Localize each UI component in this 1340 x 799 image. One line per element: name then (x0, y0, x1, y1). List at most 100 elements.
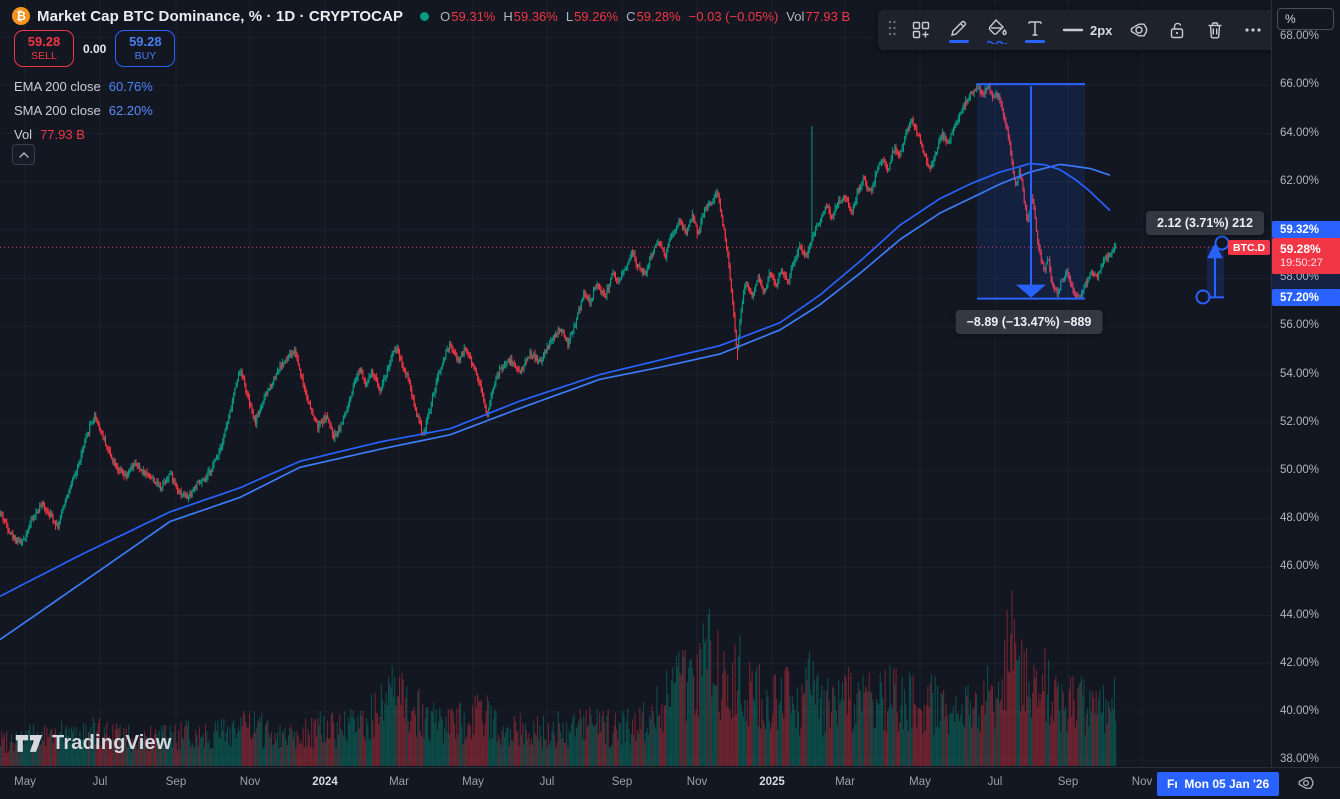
time-tick-label: May (462, 776, 484, 788)
price-tick-label: 64.00% (1280, 126, 1320, 139)
tradingview-logo[interactable]: TradingView (14, 729, 172, 757)
chart-title[interactable]: Market Cap BTC Dominance, % · 1D · CRYPT… (37, 7, 404, 25)
price-tick-label: 58.00% (1280, 271, 1320, 284)
market-open-dot-icon (420, 11, 430, 21)
time-tick-label: Nov (239, 776, 261, 788)
paint-bucket-icon (988, 18, 1007, 35)
template-button[interactable] (904, 13, 938, 47)
time-tick-label: 2025 (759, 776, 785, 788)
last-price-value: 59.28% (1280, 241, 1321, 256)
fill-color-button[interactable] (980, 13, 1014, 47)
time-tick-label: Mar (389, 776, 409, 788)
text-icon (1028, 21, 1042, 36)
collapse-legend-button[interactable] (12, 144, 35, 165)
tradingview-mark-icon (15, 735, 43, 752)
ema-value: 60.76% (108, 78, 153, 94)
time-tick-label: May (909, 776, 931, 788)
lock-button[interactable] (1160, 13, 1194, 47)
price-tick-label: 56.00% (1280, 319, 1320, 332)
time-tick-label: Sep (611, 776, 633, 788)
price-tick-label: 50.00% (1280, 463, 1320, 476)
sma-indicator-row[interactable]: SMA 200 close 62.20% (14, 98, 153, 122)
time-tick-label: May (14, 776, 36, 788)
ohlc-pair: H 59.36% (503, 8, 558, 24)
ohlc-pair: C 59.28% (626, 8, 681, 24)
price-axis[interactable]: 38.00% 40.00% 42.00% 44.00% 46.00% 48.00% 50.0… (1271, 0, 1340, 767)
price-range-measure-label: −8.89 (−13.47%) −889 (955, 310, 1103, 334)
line-width-value: 2px (1090, 22, 1113, 38)
ema-indicator-row[interactable]: EMA 200 close 60.76% (14, 74, 153, 98)
ohlc-pair: L 59.26% (565, 8, 619, 24)
price-tick-label: 66.00% (1280, 78, 1320, 91)
fill-color-squiggle (987, 40, 1007, 44)
volume-indicator-row[interactable]: Vol 77.93 B (14, 122, 153, 146)
trash-icon (1208, 22, 1222, 39)
text-color-bar (1025, 40, 1045, 43)
buy-label: BUY (134, 49, 157, 62)
line-sample-icon (1062, 28, 1084, 32)
vol-value: 77.93 B (40, 126, 85, 142)
time-tick-label: Jul (92, 776, 108, 788)
text-color-button[interactable] (1018, 13, 1052, 47)
draw-color-button[interactable] (942, 13, 976, 47)
goto-date-button[interactable]: Fı Mon 05 Jan '26 (1157, 772, 1280, 796)
lock-open-icon (1171, 22, 1184, 39)
sma-value: 62.20% (108, 102, 153, 118)
candlestick-chart[interactable] (0, 0, 1271, 767)
delete-button[interactable] (1198, 13, 1232, 47)
bitcoin-icon: ₿ (12, 7, 30, 25)
buy-button[interactable]: 59.28 BUY (115, 30, 176, 67)
price-tick-label: 40.00% (1280, 704, 1320, 717)
vol-label: Vol (14, 126, 33, 142)
sell-price: 59.28 (27, 34, 61, 49)
drawing-toolbar: 2px (878, 10, 1279, 50)
price-tick-label: 42.00% (1280, 656, 1320, 669)
symbol-price-tag: BTC.D (1228, 240, 1271, 255)
ema-label: EMA 200 close (14, 78, 101, 94)
price-tick-label: 54.00% (1280, 367, 1320, 380)
indicator-legend: EMA 200 close 60.76% SMA 200 close 62.20… (14, 74, 153, 146)
layout-grid-icon (912, 21, 930, 39)
line-width-button[interactable]: 2px (1056, 23, 1118, 38)
ohlc-values: O 59.31% H 59.36% L 59.26% C 59.28% −0.03 (−0.05… (440, 8, 851, 24)
time-axis[interactable]: May Jul Sep Nov 2024 Mar May Jul Sep Nov 2025 Mar Ma… (0, 767, 1340, 799)
sell-button[interactable]: 59.28 SELL (14, 30, 74, 67)
gear-icon (1131, 23, 1148, 37)
percent-scale-button[interactable]: % (1277, 8, 1334, 30)
price-tick-label: 52.00% (1280, 415, 1320, 428)
bar-countdown: 19:50:27 (1280, 256, 1323, 269)
time-tick-label: Mar (835, 776, 855, 788)
pencil-color-bar (949, 40, 969, 43)
price-tick-label: 48.00% (1280, 512, 1320, 525)
measure-bottom-price-label: 57.20% (1272, 289, 1340, 306)
time-tick-label: 2024 (312, 776, 338, 788)
toolbar-drag-handle[interactable] (886, 18, 900, 43)
pencil-icon (951, 20, 967, 36)
sell-label: SELL (31, 49, 57, 62)
price-tick-label: 68.00% (1280, 30, 1320, 43)
price-tick-label: 38.00% (1280, 753, 1320, 766)
spread-value: 0.00 (83, 41, 107, 56)
gear-icon (1298, 777, 1314, 789)
price-tick-label: 62.00% (1280, 174, 1320, 187)
time-tick-label: Jul (987, 776, 1003, 788)
chart-legend: ₿ Market Cap BTC Dominance, % · 1D · CRY… (12, 7, 850, 25)
ellipsis-icon (1245, 28, 1262, 32)
more-options-button[interactable] (1236, 13, 1270, 47)
chevron-up-icon (18, 151, 29, 158)
time-tick-label: Nov (686, 776, 708, 788)
sma-label: SMA 200 close (14, 102, 101, 118)
time-tick-label: Jul (539, 776, 555, 788)
tradingview-wordmark: TradingView (52, 731, 172, 754)
trade-panel: 59.28 SELL 0.00 59.28 BUY (14, 30, 176, 67)
arrow-measure-label: 2.12 (3.71%) 212 (1146, 211, 1264, 235)
time-tick-label: Sep (165, 776, 187, 788)
settings-button[interactable] (1122, 13, 1156, 47)
axis-settings-button[interactable] (1296, 773, 1316, 798)
price-tick-label: 44.00% (1280, 608, 1320, 621)
price-tick-label: 46.00% (1280, 560, 1320, 573)
buy-price: 59.28 (129, 34, 162, 49)
drag-dots-icon (888, 20, 896, 35)
measure-top-price-label: 59.32% (1272, 221, 1340, 238)
